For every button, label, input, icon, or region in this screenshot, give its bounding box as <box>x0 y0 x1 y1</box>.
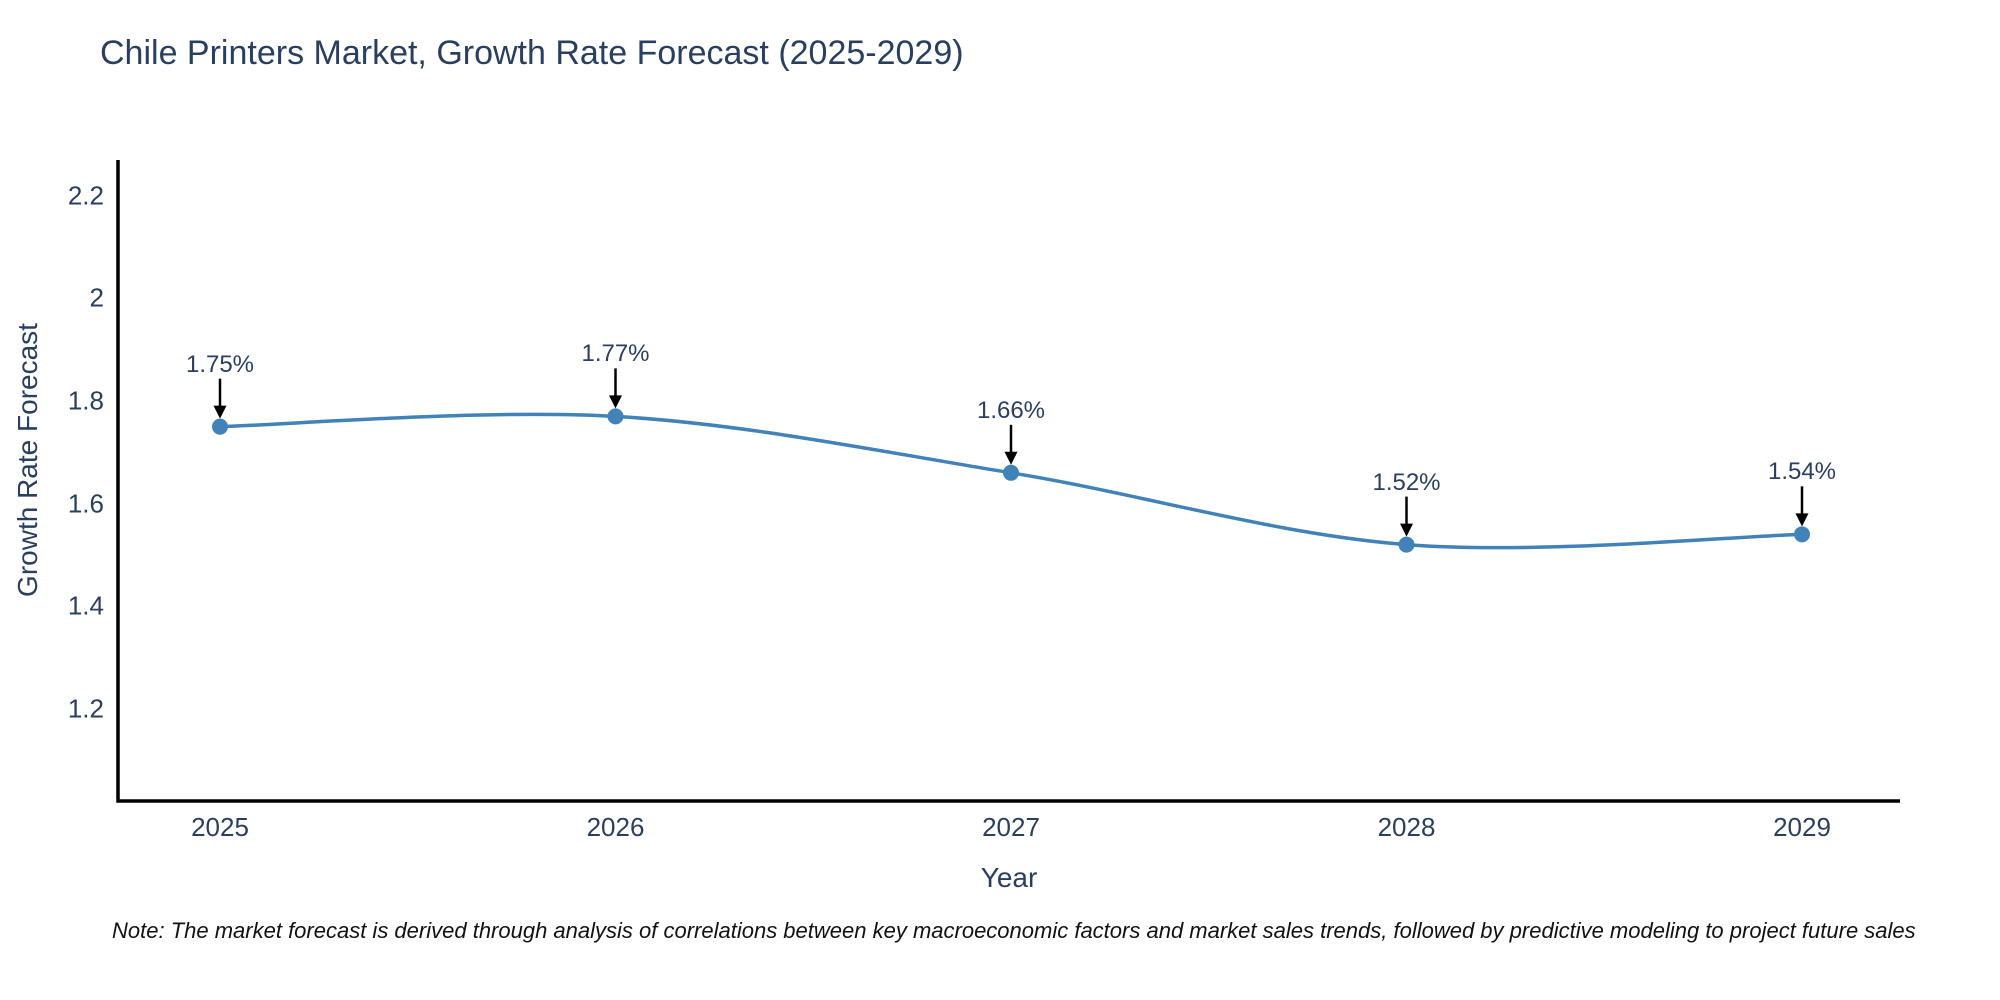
annotation-arrowhead <box>609 395 622 409</box>
y-axis-title: Growth Rate Forecast <box>12 323 43 597</box>
footnote: Note: The market forecast is derived thr… <box>112 918 1916 943</box>
x-tick-label: 2028 <box>1377 812 1436 842</box>
y-tick-label: 2.2 <box>67 180 104 211</box>
data-point-marker[interactable] <box>1398 536 1415 553</box>
annotation-arrowhead <box>1400 523 1413 537</box>
annotation-arrowhead <box>1004 451 1018 465</box>
y-tick-label: 2 <box>89 282 104 313</box>
data-point-marker[interactable] <box>212 418 228 435</box>
x-tick-label: 2027 <box>982 812 1040 842</box>
axis-lines <box>116 160 1900 803</box>
y-tick-label: 1.8 <box>67 385 104 416</box>
data-point-marker[interactable] <box>607 408 624 425</box>
x-tick-label: 2029 <box>1773 812 1831 842</box>
data-point-label: 1.52% <box>1372 468 1441 496</box>
y-tick-label: 1.2 <box>67 693 104 724</box>
data-point-marker[interactable] <box>1794 526 1810 543</box>
data-point-label: 1.77% <box>581 340 650 368</box>
x-tick-label: 2025 <box>191 812 249 842</box>
y-tick-label: 1.4 <box>67 590 104 621</box>
data-point-label: 1.54% <box>1767 458 1837 486</box>
chart-title: Chile Printers Market, Growth Rate Forec… <box>100 34 964 72</box>
y-tick-label: 1.6 <box>67 488 104 519</box>
annotation-arrowhead <box>1795 513 1809 527</box>
data-point-marker[interactable] <box>1003 464 1019 481</box>
x-tick-label: 2026 <box>586 812 645 842</box>
annotation-arrowhead <box>213 405 227 419</box>
data-point-label: 1.75% <box>185 350 255 378</box>
x-axis-title: Year <box>980 862 1038 893</box>
data-point-label: 1.66% <box>976 396 1046 424</box>
